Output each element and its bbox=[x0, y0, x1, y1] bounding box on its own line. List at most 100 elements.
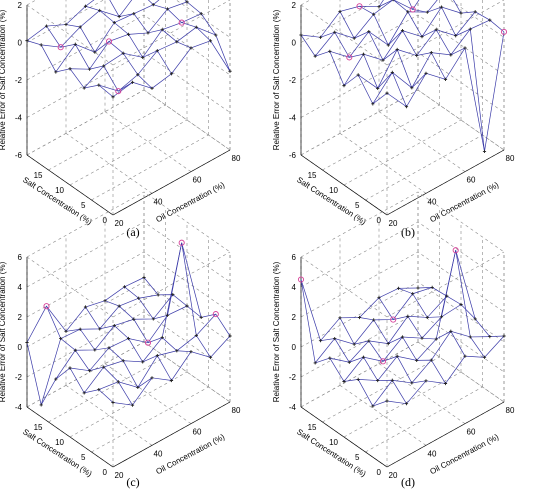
z-tick-label: -4 bbox=[289, 403, 297, 412]
x-axis-label: Oil Concentration (%) bbox=[154, 432, 226, 476]
x-tick-label: 60 bbox=[193, 176, 202, 185]
gridline bbox=[26, 14, 231, 81]
gridline bbox=[26, 89, 231, 156]
data-point bbox=[372, 318, 376, 322]
gridline bbox=[343, 371, 462, 438]
box-edge bbox=[112, 251, 231, 318]
data-point bbox=[151, 317, 155, 321]
data-point bbox=[155, 354, 159, 358]
outlier-point bbox=[356, 3, 363, 10]
gridline bbox=[322, 356, 440, 423]
mesh-line bbox=[46, 306, 133, 406]
z-tick-label: -6 bbox=[289, 151, 297, 160]
x-tick-label: 20 bbox=[389, 219, 398, 228]
data-point bbox=[411, 292, 415, 296]
data-point bbox=[439, 5, 444, 9]
panel-d: 20 40 60 80 0 5 10 15 -4 -2 0 2 4 6 Oil Concentration … bbox=[272, 191, 515, 489]
axis-line bbox=[112, 401, 231, 468]
gridline bbox=[300, 311, 505, 378]
z-tick-label: 6 bbox=[18, 253, 23, 262]
data-point bbox=[111, 400, 115, 405]
data-point bbox=[87, 67, 92, 71]
outlier-point bbox=[43, 303, 50, 310]
mesh-line bbox=[359, 5, 446, 80]
z-tick-label: 2 bbox=[18, 1, 23, 10]
panel-label: (d) bbox=[401, 475, 415, 489]
y-tick-label: 0 bbox=[103, 468, 108, 477]
gridline bbox=[104, 363, 192, 424]
gridline bbox=[26, 52, 231, 118]
data-point bbox=[78, 327, 82, 331]
mesh-line bbox=[41, 0, 133, 48]
data-point bbox=[459, 302, 463, 307]
data-point bbox=[189, 350, 193, 354]
outlier-point bbox=[346, 54, 353, 61]
z-tick-label: 0 bbox=[292, 39, 297, 48]
y-tick-label: 5 bbox=[81, 453, 86, 462]
gridline bbox=[26, 89, 145, 156]
data-point bbox=[449, 329, 453, 333]
data-point bbox=[117, 14, 121, 19]
gridline bbox=[365, 386, 483, 453]
data-point bbox=[208, 39, 213, 43]
data-point bbox=[333, 336, 337, 341]
data-point bbox=[141, 55, 145, 59]
data-point bbox=[376, 378, 380, 383]
data-point bbox=[199, 12, 203, 16]
data-point bbox=[425, 315, 429, 320]
data-point bbox=[78, 25, 82, 29]
data-point bbox=[439, 315, 444, 319]
data-point bbox=[165, 313, 170, 317]
axis-line bbox=[386, 149, 505, 216]
data-point bbox=[97, 388, 101, 392]
mesh-line bbox=[339, 317, 427, 384]
x-axis-label: Oil Concentration (%) bbox=[428, 432, 500, 476]
data-point bbox=[117, 304, 121, 308]
x-tick-label: 80 bbox=[232, 406, 241, 415]
gridline bbox=[343, 119, 462, 186]
data-point bbox=[385, 91, 389, 95]
outlier-point bbox=[390, 316, 397, 323]
outlier-point bbox=[144, 339, 152, 346]
panel-label: (b) bbox=[401, 225, 415, 239]
data-point bbox=[386, 43, 390, 47]
y-tick-label: 10 bbox=[329, 438, 338, 447]
y-tick-label: 0 bbox=[103, 216, 108, 225]
outlier-point bbox=[57, 44, 64, 51]
outlier-point bbox=[105, 38, 113, 45]
z-axis-label: Relative Error of Salt Concentration (%) bbox=[272, 9, 281, 150]
axis-line bbox=[112, 149, 231, 216]
data-point bbox=[150, 376, 154, 380]
outlier-point bbox=[115, 88, 122, 95]
data-point bbox=[64, 329, 68, 333]
data-point bbox=[121, 51, 125, 55]
data-point bbox=[391, 0, 395, 2]
y-tick-label: 5 bbox=[355, 201, 360, 210]
y-tick-label: 10 bbox=[329, 186, 338, 195]
data-point bbox=[116, 380, 120, 384]
data-point bbox=[459, 11, 463, 15]
mesh-line bbox=[300, 279, 388, 407]
gridline bbox=[300, 341, 419, 408]
data-point bbox=[189, 46, 193, 50]
y-tick-label: 15 bbox=[34, 171, 43, 180]
data-point bbox=[395, 47, 399, 52]
y-tick-label: 0 bbox=[377, 468, 382, 477]
data-point bbox=[385, 399, 389, 403]
gridline bbox=[300, 281, 505, 348]
data-point bbox=[185, 304, 189, 308]
z-tick-label: 2 bbox=[18, 313, 23, 322]
data-point bbox=[73, 42, 77, 46]
data-point bbox=[122, 285, 127, 289]
data-point bbox=[299, 33, 303, 37]
mesh-line bbox=[55, 0, 160, 73]
data-point bbox=[199, 315, 203, 319]
data-point bbox=[352, 36, 356, 40]
data-point bbox=[502, 334, 506, 338]
data-point bbox=[488, 335, 492, 339]
panel-c: 20 40 60 80 0 5 10 15 -4 -2 0 2 4 6 Oil Concentration … bbox=[0, 191, 241, 489]
data-point bbox=[171, 293, 175, 297]
y-tick-label: 5 bbox=[81, 201, 86, 210]
data-point bbox=[208, 355, 213, 359]
